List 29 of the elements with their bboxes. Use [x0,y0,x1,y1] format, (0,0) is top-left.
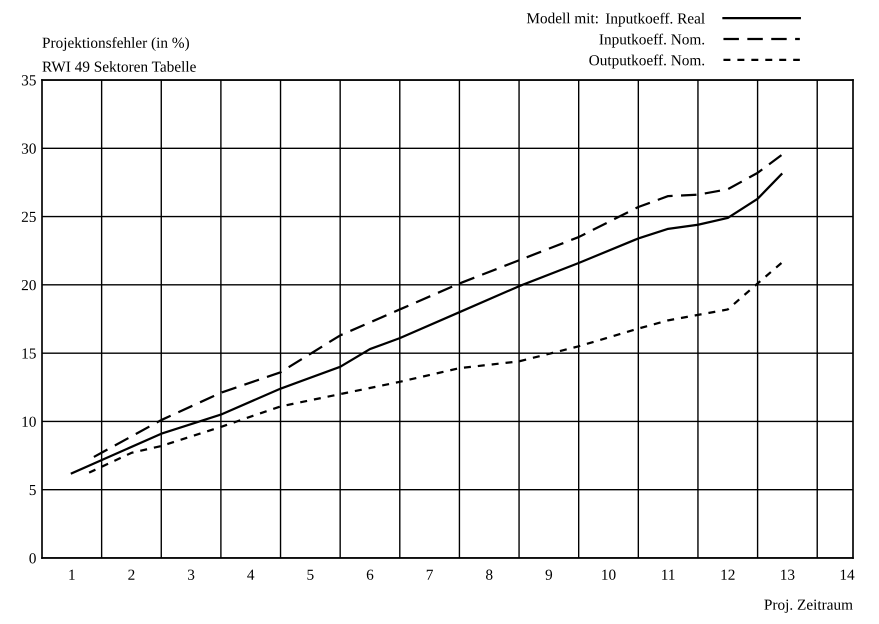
x-tick-label: 3 [188,570,194,580]
x-tick-label: 8 [486,570,492,580]
x-tick-label: 11 [662,570,675,580]
x-tick-label: 5 [307,570,314,580]
x-tick-label: 6 [366,570,374,580]
legend-label: Inputkoeff. Nom. [599,34,704,48]
y-tick-label: 15 [22,348,36,359]
y-tick-label: 25 [22,212,36,222]
legend-label: Inputkoeff. Real [606,12,705,27]
chart-title: Projektionsfehler (in %) [42,36,189,52]
x-tick-label: 1 [69,570,75,580]
y-tick-label: 20 [22,280,36,290]
y-tick-label: 10 [22,416,36,427]
x-tick-label: 9 [546,570,552,580]
x-tick-label: 2 [128,570,134,580]
x-tick-label: 4 [247,570,254,580]
x-tick-label: 13 [781,570,794,580]
x-tick-label: 14 [840,570,854,580]
x-tick-label: 12 [721,570,735,580]
legend-label: Outputkoeff. Nom. [589,54,704,68]
legend-title: Modell mit: [526,12,598,24]
x-axis-title: Proj. Zeitraum [764,600,853,613]
chart-subtitle: RWI 49 Sektoren Tabelle [42,61,196,72]
y-tick-label: 35 [22,75,36,86]
y-tick-label: 0 [29,553,36,564]
x-tick-label: 7 [426,570,433,580]
y-tick-label: 30 [22,143,36,154]
y-tick-label: 5 [30,485,36,496]
x-tick-label: 10 [602,570,616,580]
